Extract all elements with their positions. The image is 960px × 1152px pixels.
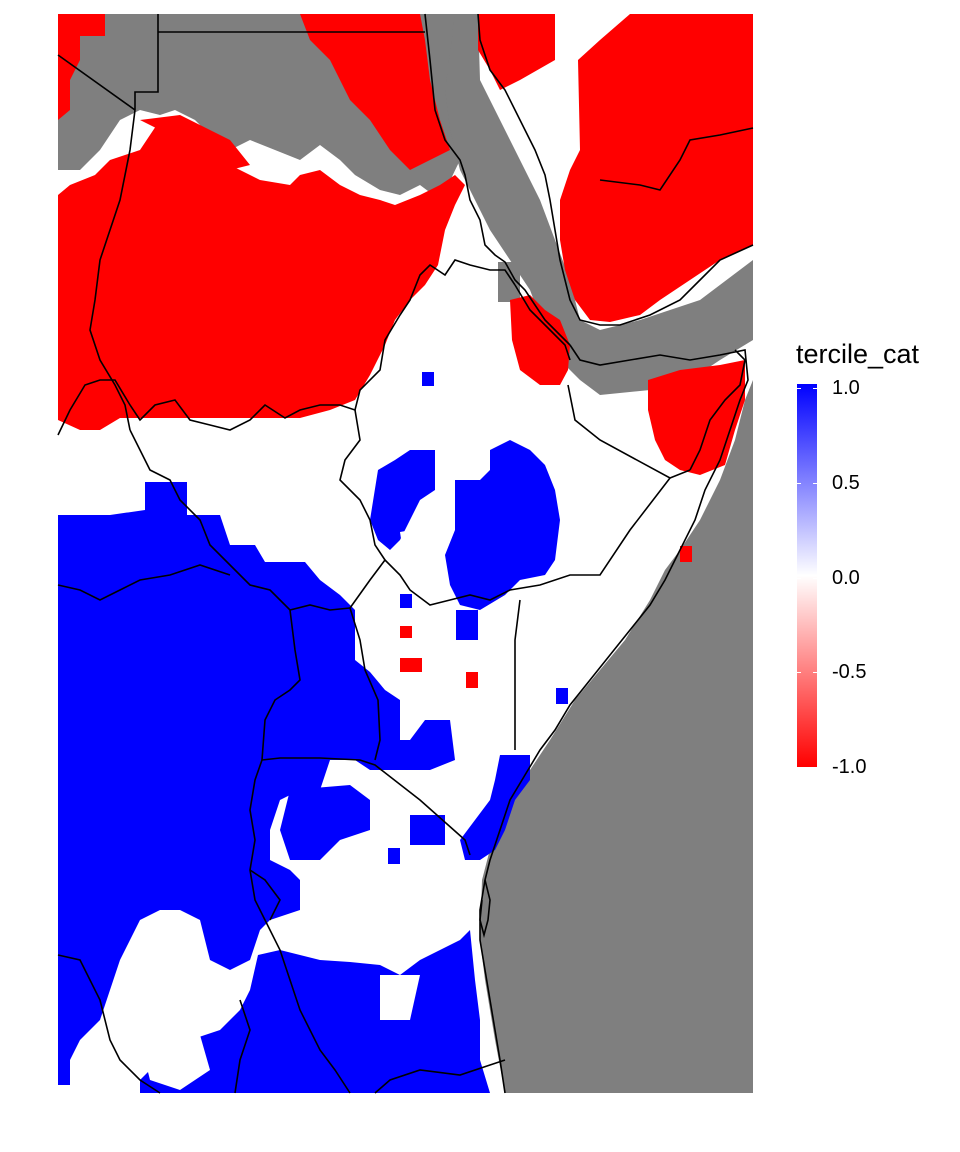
blue-speck-e [410,815,445,845]
legend-tick-mark [797,767,801,768]
legend-tick-label: 0.0 [832,566,860,589]
blue-speck-f [388,848,400,864]
blue-region-congo [58,482,455,1085]
border-ethiopia-somalia [567,384,691,479]
border-south-sudan-uganda [261,609,301,761]
red-speck-a [400,626,412,638]
blue-speck-a [422,372,434,386]
coastlines [424,13,754,1094]
blue-speck-b [400,594,412,608]
border-eritrea [514,284,571,361]
border-uganda-kenya [349,607,381,761]
border-sudan-ethiopia [339,409,386,561]
legend-tick-label: -1.0 [832,756,867,778]
red-speck-c [466,672,478,688]
red-region-top-center [300,14,450,170]
legend-title: tercile_cat [796,339,920,369]
red-region-sudan [58,120,465,430]
border-chad-libya [57,54,136,111]
blue-region-ethiopia-east [445,440,560,610]
border-libya-egypt [134,14,159,110]
legend-tick-mark [813,767,817,768]
legend-tick-mark [813,577,817,579]
legend-tick-mark [813,672,817,674]
border-south-sudan-car [129,429,351,611]
gray-region-red-sea [445,14,753,395]
border-drc-zambia [57,954,161,1094]
border-ethiopia-kenya [514,599,521,750]
white-patch-d [380,975,420,1020]
blue-speck-d [556,688,568,704]
blue-region-tanzania [140,930,490,1093]
legend-tick-mark [797,672,801,674]
border-lake-tanganyika [234,999,251,1094]
red-speck-d [680,546,692,562]
legend-colorbar [797,384,817,767]
white-patch-e [140,1035,210,1090]
coast-red-sea-west [424,13,571,346]
border-drc-east [249,759,351,1094]
neutral-patches [140,525,445,1090]
negative-regions [58,14,753,688]
border-sudan-south [57,259,516,436]
positive-regions [58,372,568,1093]
red-region-eritrea [510,295,570,385]
legend-tick-mark [797,482,801,484]
border-car-drc [57,564,231,601]
blue-speck-c [456,610,478,640]
country-borders [57,14,754,1094]
legend-tick-label: 1.0 [832,377,860,399]
legend-tick-label: 0.5 [832,471,860,494]
gray-patch-b [498,262,520,302]
red-speck-b [400,658,422,672]
white-patch-c [140,945,200,1010]
border-rwanda-burundi [249,869,281,921]
border-uganda-tanzania [261,757,471,856]
red-region-yemen [478,14,555,90]
blue-region-uganda-patch [280,785,370,860]
blue-region-ethiopia-west [370,450,435,550]
red-region-arabia [560,14,753,322]
border-tanzania-mozambique [374,1059,506,1094]
red-region-north-mid [140,115,250,170]
legend-tick-mark [813,482,817,484]
white-patch-b [300,870,345,925]
border-south-sudan-ethiopia [349,477,671,609]
red-region-north-left [58,14,105,120]
legend-tick-label: -0.5 [832,661,867,684]
border-yemen-saudi [599,127,754,191]
blue-region-kenya-coast [460,755,530,860]
red-region-somalia [648,360,745,475]
legend-tick-mark [797,577,801,579]
white-patch-a [400,525,445,575]
coast-red-sea-east [477,13,754,326]
border-sudan-west [89,109,136,431]
legend-tick-mark [797,388,801,389]
border-somalia-coast [689,349,746,471]
legend-tick-mark [813,388,817,389]
island-a [479,879,491,939]
